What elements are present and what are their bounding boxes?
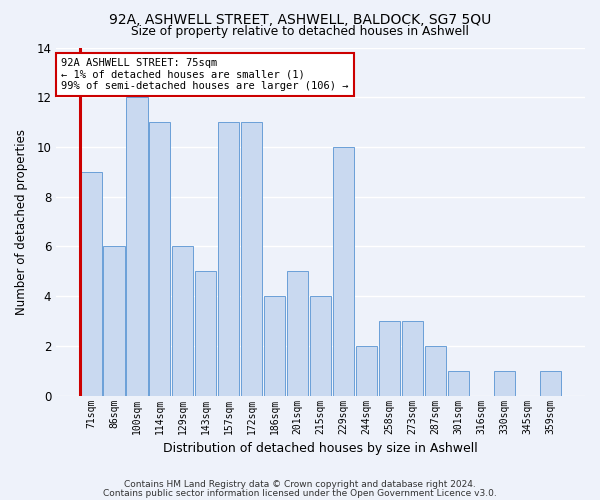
Bar [379,321,400,396]
Bar [425,346,446,396]
Bar [80,172,101,396]
Bar [287,272,308,396]
Bar [333,147,354,396]
Text: 92A, ASHWELL STREET, ASHWELL, BALDOCK, SG7 5QU: 92A, ASHWELL STREET, ASHWELL, BALDOCK, S… [109,12,491,26]
Text: 92A ASHWELL STREET: 75sqm
← 1% of detached houses are smaller (1)
99% of semi-de: 92A ASHWELL STREET: 75sqm ← 1% of detach… [61,58,349,91]
Text: Contains HM Land Registry data © Crown copyright and database right 2024.: Contains HM Land Registry data © Crown c… [124,480,476,489]
Bar [539,371,561,396]
Bar [218,122,239,396]
Y-axis label: Number of detached properties: Number of detached properties [15,128,28,314]
Bar [310,296,331,396]
Bar [126,97,148,396]
Bar [494,371,515,396]
Bar [264,296,286,396]
Bar [448,371,469,396]
X-axis label: Distribution of detached houses by size in Ashwell: Distribution of detached houses by size … [163,442,478,455]
Bar [356,346,377,396]
Bar [103,246,125,396]
Bar [195,272,217,396]
Text: Contains public sector information licensed under the Open Government Licence v3: Contains public sector information licen… [103,489,497,498]
Bar [402,321,423,396]
Bar [172,246,193,396]
Bar [241,122,262,396]
Text: Size of property relative to detached houses in Ashwell: Size of property relative to detached ho… [131,25,469,38]
Bar [149,122,170,396]
